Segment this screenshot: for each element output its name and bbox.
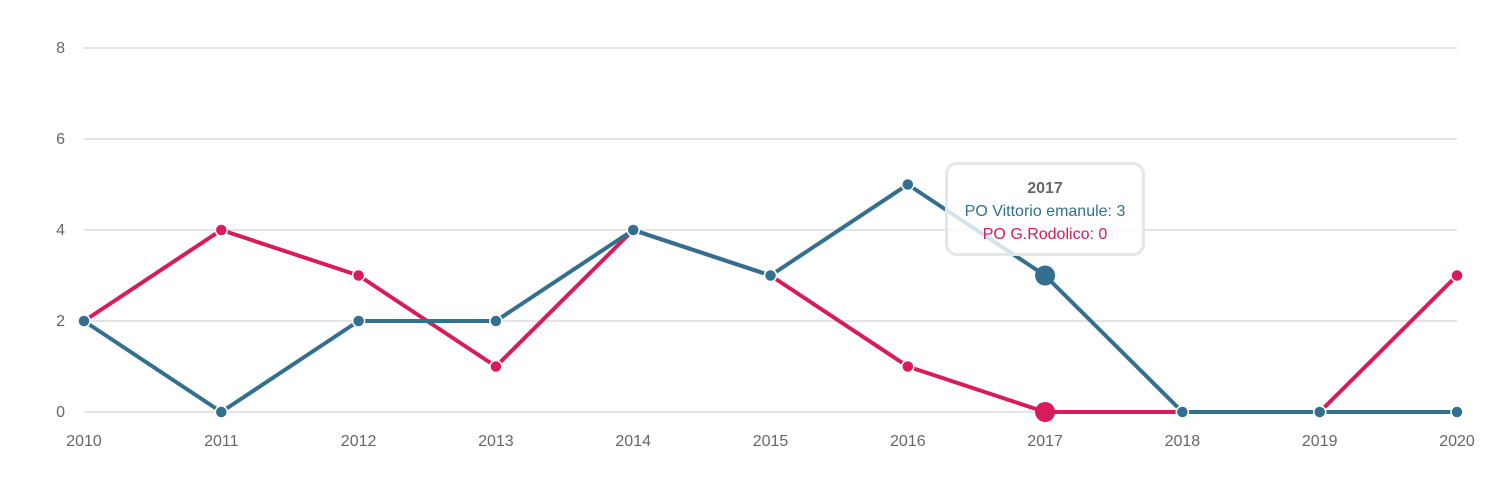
data-point-po-vittorio-emanule bbox=[489, 314, 503, 328]
x-tick-label: 2012 bbox=[341, 433, 377, 450]
data-point-po-vittorio-emanule bbox=[901, 177, 915, 192]
tooltip-line-vittorio: PO Vittorio emanule: 3 bbox=[964, 203, 1126, 220]
data-point-po-g-rodolico bbox=[1035, 402, 1056, 422]
x-tick-label: 2019 bbox=[1302, 433, 1338, 450]
x-tick-label: 2014 bbox=[615, 433, 651, 450]
data-point-po-g-rodolico bbox=[351, 268, 366, 283]
y-tick-label: 8 bbox=[56, 40, 65, 57]
data-point-po-g-rodolico bbox=[214, 223, 229, 237]
x-tick-label: 2016 bbox=[890, 433, 926, 450]
x-tick-label: 2015 bbox=[753, 433, 789, 450]
x-tick-label: 2017 bbox=[1027, 433, 1063, 450]
data-point-po-g-rodolico bbox=[1450, 268, 1464, 283]
data-point-po-vittorio-emanule bbox=[351, 314, 366, 328]
y-tick-label: 4 bbox=[56, 222, 65, 239]
y-tick-label: 2 bbox=[56, 313, 65, 330]
tooltip: 2017 PO Vittorio emanule: 3 PO G.Rodolic… bbox=[945, 162, 1145, 256]
data-point-po-vittorio-emanule bbox=[626, 223, 640, 237]
series-line-po-vittorio-emanule bbox=[82, 182, 1457, 414]
y-tick-label: 6 bbox=[56, 131, 65, 148]
x-tick-label: 2010 bbox=[66, 433, 102, 450]
x-tick-label: 2013 bbox=[478, 433, 514, 450]
x-tick-label: 2018 bbox=[1165, 433, 1201, 450]
data-point-po-vittorio-emanule bbox=[1312, 405, 1327, 419]
data-point-po-vittorio-emanule bbox=[1035, 265, 1056, 286]
data-point-po-vittorio-emanule bbox=[77, 314, 91, 328]
tooltip-line-rodolico: PO G.Rodolico: 0 bbox=[982, 226, 1108, 243]
x-tick-label: 2011 bbox=[204, 433, 239, 450]
x-tick-label: 2020 bbox=[1439, 433, 1475, 450]
data-point-po-g-rodolico bbox=[489, 359, 503, 374]
data-point-po-g-rodolico bbox=[901, 359, 915, 374]
data-point-po-vittorio-emanule bbox=[214, 405, 229, 419]
data-point-po-vittorio-emanule bbox=[763, 268, 778, 283]
data-point-po-vittorio-emanule bbox=[1175, 405, 1190, 419]
tooltip-title: 2017 bbox=[1027, 180, 1063, 197]
y-tick-label: 0 bbox=[56, 404, 65, 421]
data-point-po-vittorio-emanule bbox=[1450, 405, 1464, 419]
